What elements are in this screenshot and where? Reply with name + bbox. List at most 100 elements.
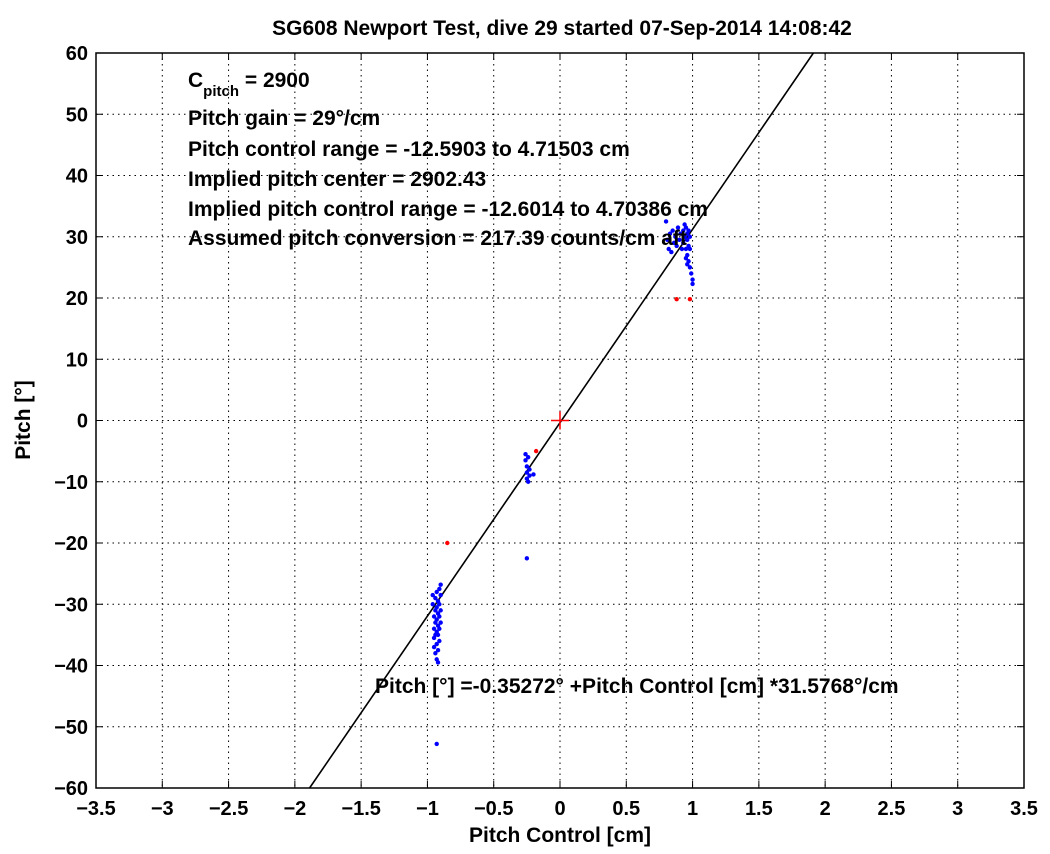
data-point xyxy=(527,473,532,478)
data-point xyxy=(669,249,674,255)
y-tick-label: 10 xyxy=(66,349,88,371)
x-tick-label: 0.5 xyxy=(612,798,640,820)
data-point xyxy=(681,240,686,246)
data-point xyxy=(663,219,669,224)
data-point xyxy=(665,237,670,243)
x-tick-label: −0.5 xyxy=(474,798,513,820)
data-points xyxy=(430,219,695,747)
y-tick-label: −50 xyxy=(54,717,88,739)
annotation-pitch-conversion: Assumed pitch conversion = 217.39 counts… xyxy=(188,227,687,250)
x-tick-label: 2.5 xyxy=(878,798,906,820)
x-tick-label: −1 xyxy=(416,798,439,820)
data-point xyxy=(438,592,443,598)
data-point xyxy=(431,626,437,631)
data-point xyxy=(431,644,437,650)
data-point xyxy=(690,277,695,282)
data-point xyxy=(523,451,528,457)
x-tick-label: 3 xyxy=(952,798,963,820)
x-tick-label: −2 xyxy=(283,798,306,820)
y-tick-label: −20 xyxy=(54,533,88,555)
data-point xyxy=(687,265,693,270)
data-point xyxy=(434,617,439,622)
data-point xyxy=(531,472,536,477)
data-point xyxy=(437,602,442,607)
y-tick-label: 60 xyxy=(66,43,88,65)
data-point xyxy=(435,632,441,638)
data-point xyxy=(431,614,437,619)
annotation-c-pitch-sub: pitch xyxy=(203,83,239,100)
x-tick-label: −1.5 xyxy=(341,798,380,820)
data-point xyxy=(525,455,531,460)
y-tick-label: −40 xyxy=(54,656,88,678)
x-tick-label: 3.5 xyxy=(1010,798,1038,820)
data-point xyxy=(690,281,695,287)
y-tick-label: −30 xyxy=(54,594,88,616)
data-point xyxy=(434,589,439,595)
data-point xyxy=(689,271,694,276)
data-point xyxy=(438,620,443,625)
y-tick-label: 0 xyxy=(77,411,88,433)
data-point xyxy=(524,470,530,475)
data-point xyxy=(687,297,693,302)
annotation-c-pitch-main: C xyxy=(188,69,203,92)
annotation-block: Cpitch = 2900 Pitch gain = 29°/cm Pitch … xyxy=(188,69,708,250)
y-tick-label: 50 xyxy=(66,104,88,126)
data-point xyxy=(677,237,682,243)
x-tick-label: −3.5 xyxy=(76,798,115,820)
y-tick-label: −10 xyxy=(54,472,88,494)
data-point xyxy=(533,448,539,454)
data-point xyxy=(679,246,685,252)
annotation-implied-control-range: Implied pitch control range = -12.6014 t… xyxy=(188,198,708,221)
data-point xyxy=(678,231,683,236)
data-point xyxy=(438,608,443,613)
y-axis-ticks: 60 50 40 30 20 10 0 −10 −20 −30 −40 −50 −60 xyxy=(54,43,1024,800)
data-point xyxy=(666,246,671,252)
x-tick-label: 0 xyxy=(554,798,565,820)
y-axis-label: Pitch [°] xyxy=(12,380,35,460)
x-tick-label: 2 xyxy=(820,798,831,820)
y-tick-label: 20 xyxy=(66,288,88,310)
data-point xyxy=(682,234,687,239)
data-point xyxy=(445,540,450,546)
data-point xyxy=(430,592,435,598)
data-point xyxy=(523,458,528,463)
data-point xyxy=(434,741,439,747)
data-point xyxy=(685,237,690,243)
data-point xyxy=(434,641,439,647)
x-tick-label: 1.5 xyxy=(745,798,773,820)
data-point xyxy=(681,228,686,233)
data-point xyxy=(683,225,689,230)
data-point xyxy=(437,626,442,631)
data-point xyxy=(437,586,442,592)
data-point xyxy=(435,647,441,653)
data-point xyxy=(685,262,690,267)
data-point xyxy=(527,467,532,472)
y-tick-label: 40 xyxy=(66,166,88,188)
data-point xyxy=(430,602,435,607)
annotation-c-pitch: Cpitch = 2900 xyxy=(188,69,310,100)
x-axis-ticks: −3.5 −3 −2.5 −2 −1.5 −1 −0.5 0 0.5 1 1.5 2 2.5 3 3.5 xyxy=(76,53,1038,820)
fit-equation-label: Pitch [°] =-0.35272° +Pitch Control [cm]… xyxy=(375,675,899,698)
data-point xyxy=(435,660,441,665)
annotation-implied-pitch-center: Implied pitch center = 2902.43 xyxy=(188,168,486,191)
data-point xyxy=(437,614,442,619)
data-point xyxy=(674,243,679,249)
chart-title: SG608 Newport Test, dive 29 started 07-S… xyxy=(272,17,852,40)
data-point xyxy=(525,479,531,484)
grid-lines xyxy=(96,53,1024,788)
data-point xyxy=(670,228,675,233)
annotation-c-pitch-value: = 2900 xyxy=(239,69,310,92)
data-point xyxy=(438,582,443,587)
data-point xyxy=(686,228,691,233)
data-point xyxy=(683,246,689,252)
x-tick-label: 1 xyxy=(687,798,698,820)
data-point xyxy=(671,240,677,246)
data-point xyxy=(433,651,438,656)
data-point xyxy=(524,556,530,561)
annotation-pitch-control-range: Pitch control range = -12.5903 to 4.7150… xyxy=(188,138,630,161)
data-point xyxy=(674,297,679,302)
x-axis-label: Pitch Control [cm] xyxy=(469,824,651,847)
x-tick-label: −2.5 xyxy=(209,798,248,820)
y-tick-label: −60 xyxy=(54,778,88,800)
